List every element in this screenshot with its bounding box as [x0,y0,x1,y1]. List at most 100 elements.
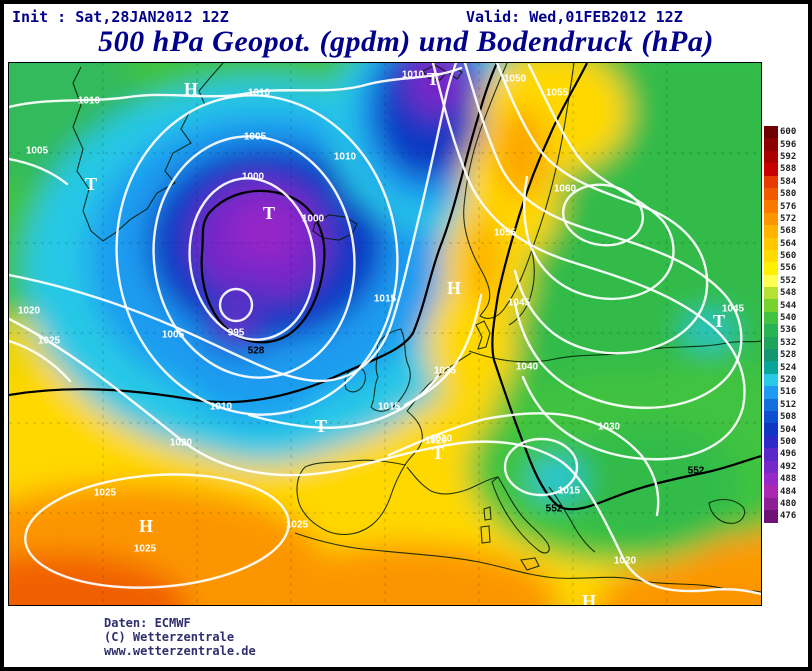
isobar-value-label: 1030 [430,434,453,445]
legend-row: 560 [764,249,806,263]
legend-row: 592 [764,150,806,164]
isobar-value-label: 1010 [78,96,101,107]
footer-data-source: Daten: ECMWF [104,616,191,630]
legend-value: 532 [780,337,797,348]
legend-row: 572 [764,212,806,226]
legend-row: 516 [764,386,806,399]
legend-color-swatch [764,249,778,263]
legend-value: 568 [780,226,797,237]
weather-map: 1010 1010 1010 1010 1010 1005 1005 1005 1000 1000… [8,62,762,606]
legend-color-swatch [764,448,778,461]
legend-row: 600 [764,126,806,139]
legend-value: 496 [780,449,797,460]
legend-row: 588 [764,163,806,176]
legend-value: 540 [780,313,797,324]
legend-row: 576 [764,200,806,213]
legend-color-swatch [764,349,778,362]
legend-value: 516 [780,387,797,398]
isobar-value-label: 1010 [334,152,357,163]
legend-value: 536 [780,325,797,336]
isobar-value-label: 1015 [374,294,397,305]
legend-row: 476 [764,510,806,523]
legend-color-swatch [764,497,778,511]
legend-color-swatch [764,410,778,424]
isobar-value-label: 1020 [614,556,637,567]
legend-color-swatch [764,287,778,300]
low-pressure-marker: T [315,416,327,436]
valid-time-label: Valid: Wed,01FEB2012 12Z [466,8,683,26]
legend-value: 588 [780,164,797,175]
isobar-value-label: 1035 [434,366,457,377]
height-contour-value-label: 552 [688,466,705,477]
legend-row: 544 [764,299,806,312]
legend-value: 576 [780,201,797,212]
geopotential-contours [9,63,761,511]
legend-color-swatch [764,212,778,226]
footer-copyright: (C) Wetterzentrale [104,630,235,644]
weather-map-svg: 1010 1010 1010 1010 1010 1005 1005 1005 1000 1000… [9,63,761,605]
legend-row: 520 [764,373,806,387]
low-pressure-marker: T [432,443,444,463]
legend-value: 600 [780,127,797,138]
legend-row: 500 [764,435,806,449]
isobar-labels: 1010 1010 1010 1010 1010 1005 1005 1005 1000 1000… [18,70,745,567]
high-pressure-marker: H [582,591,596,605]
legend-color-swatch [764,472,778,486]
legend-color-swatch [764,510,778,523]
legend-row: 480 [764,497,806,511]
legend-value: 580 [780,189,797,200]
isobars [9,63,761,596]
legend-row: 564 [764,237,806,250]
legend-color-swatch [764,138,778,151]
low-pressure-marker: T [263,203,275,223]
color-scale-legend: 600 596 592 588 584 580 576 572 568 564 560 556 552 5… [764,126,806,523]
isobar-value-label: 1055 [546,88,569,99]
pressure-center-markers: H T T T H T T T H H [85,69,725,605]
footer: Daten: ECMWF (C) Wetterzentrale www.wett… [104,616,256,658]
isobar-value-label: 1015 [378,402,401,413]
legend-row: 556 [764,262,806,275]
legend-row: 584 [764,175,806,188]
isobar-value-label: 1015 [558,486,581,497]
height-contour-value-label: 552 [546,504,563,515]
low-pressure-marker: T [85,174,97,194]
isobar-value-label: 1005 [26,146,49,157]
isobar-value-label: 1020 [18,306,41,317]
legend-color-swatch [764,262,778,275]
legend-row: 512 [764,398,806,411]
high-pressure-marker: H [139,516,153,536]
isobar-value-label: 1045 [508,298,531,309]
legend-color-swatch [764,200,778,213]
legend-value: 500 [780,436,797,447]
legend-value: 508 [780,412,797,423]
isobar-value-label: 1025 [94,488,117,499]
legend-value: 548 [780,288,797,299]
legend-color-swatch [764,324,778,337]
legend-value: 484 [780,486,797,497]
isobar-value-label: 1005 [244,132,267,143]
high-pressure-marker: H [447,278,461,298]
legend-color-swatch [764,485,778,498]
isobar-value-label: 1025 [134,544,157,555]
legend-value: 552 [780,275,797,286]
legend-color-swatch [764,336,778,350]
footer-website: www.wetterzentrale.de [104,644,256,658]
init-time-label: Init : Sat,28JAN2012 12Z [12,8,229,26]
legend-row: 492 [764,460,806,473]
legend-value: 480 [780,498,797,509]
isobar-value-label: 1010 [210,402,233,413]
isobar-value-label: 1025 [286,520,309,531]
legend-row: 484 [764,485,806,498]
legend-row: 528 [764,349,806,362]
isobar-value-label: 1055 [494,228,517,239]
legend-value: 564 [780,238,797,249]
isobar-value-label: 1020 [425,436,448,447]
legend-row: 580 [764,187,806,201]
low-pressure-marker: T [427,69,439,89]
geopotential-shading [9,63,761,605]
isobar-value-label: 1020 [170,438,193,449]
legend-color-swatch [764,163,778,176]
isobar-value-label: 1050 [504,74,527,85]
legend-value: 596 [780,139,797,150]
